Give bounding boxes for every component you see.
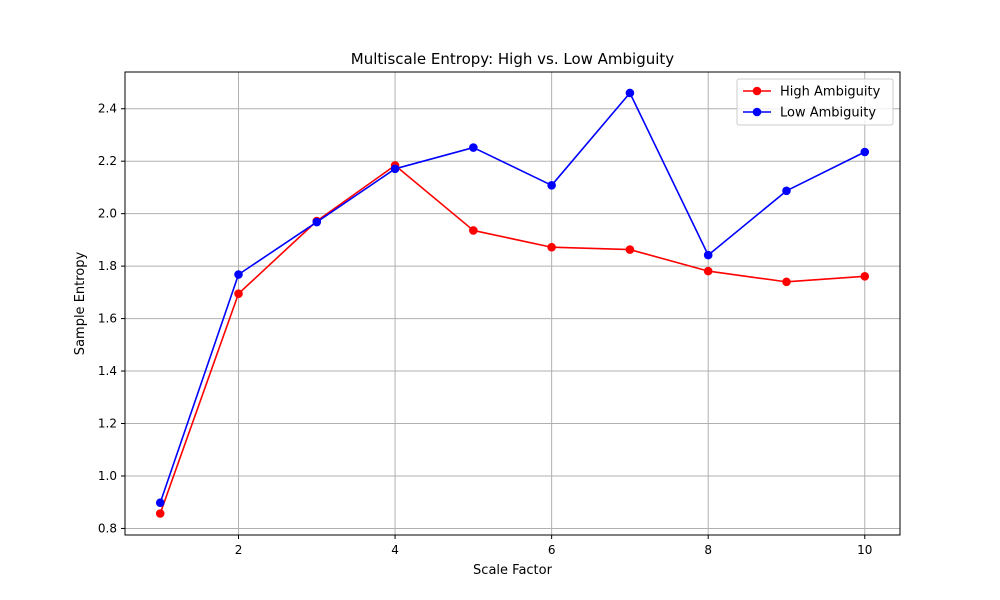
- x-tick-label: 2: [235, 543, 243, 557]
- data-point: [782, 277, 791, 287]
- axis-ticks: 2 4 6 8 10 0.8 1.0 1.2 1.4 1.6 1.8 2.0 2.2 2.4: [98, 102, 873, 557]
- y-tick-label: 1.2: [98, 417, 117, 431]
- data-point: [703, 250, 713, 260]
- legend-label: Low Ambiguity: [780, 106, 876, 121]
- data-point: [625, 245, 635, 254]
- data-point: [703, 266, 713, 276]
- y-tick-label: 0.8: [98, 521, 117, 535]
- legend-entry: Low Ambiguity: [743, 106, 876, 121]
- chart-title: Multiscale Entropy: High vs. Low Ambigui…: [351, 50, 675, 68]
- y-tick-label: 2.0: [98, 207, 117, 221]
- data-point: [860, 272, 870, 281]
- data-point: [469, 226, 478, 235]
- y-axis-label: Sample Entropy: [73, 252, 88, 356]
- plot-area: [124, 71, 901, 536]
- data-point: [155, 509, 165, 518]
- grid: [125, 72, 900, 535]
- data-point: [860, 147, 870, 157]
- data-point: [782, 186, 791, 196]
- data-point: [469, 143, 478, 152]
- series-line: [159, 164, 865, 514]
- x-axis-label: Scale Factor: [473, 563, 553, 578]
- y-tick-label: 1.4: [98, 364, 117, 378]
- y-tick-label: 2.2: [98, 154, 117, 168]
- data-point: [390, 164, 400, 174]
- y-tick-label: 1.6: [98, 312, 117, 326]
- data-point: [312, 217, 322, 227]
- legend-entry: High Ambiguity: [743, 85, 881, 100]
- x-tick-label: 10: [857, 543, 872, 557]
- data-point: [155, 498, 165, 508]
- legend: High Ambiguity Low Ambiguity: [736, 78, 894, 126]
- data-point: [234, 289, 243, 298]
- x-tick-label: 6: [548, 543, 556, 557]
- y-tick-label: 1.8: [98, 259, 117, 273]
- legend-label: High Ambiguity: [780, 85, 881, 100]
- legend-marker: [752, 86, 762, 96]
- y-tick-label: 1.0: [98, 469, 117, 483]
- series-line: [159, 92, 866, 503]
- series-low-ambiguity: [155, 88, 870, 508]
- series-high-ambiguity: [155, 161, 870, 518]
- data-point: [547, 242, 556, 252]
- x-tick-label: 4: [391, 543, 399, 557]
- data-point: [625, 88, 635, 98]
- y-tick-label: 2.4: [98, 102, 117, 116]
- legend-marker: [752, 107, 762, 117]
- series-group: [155, 88, 870, 518]
- data-point: [547, 181, 556, 190]
- data-point: [234, 270, 243, 279]
- x-tick-label: 8: [704, 543, 712, 557]
- legend-box: [736, 78, 894, 126]
